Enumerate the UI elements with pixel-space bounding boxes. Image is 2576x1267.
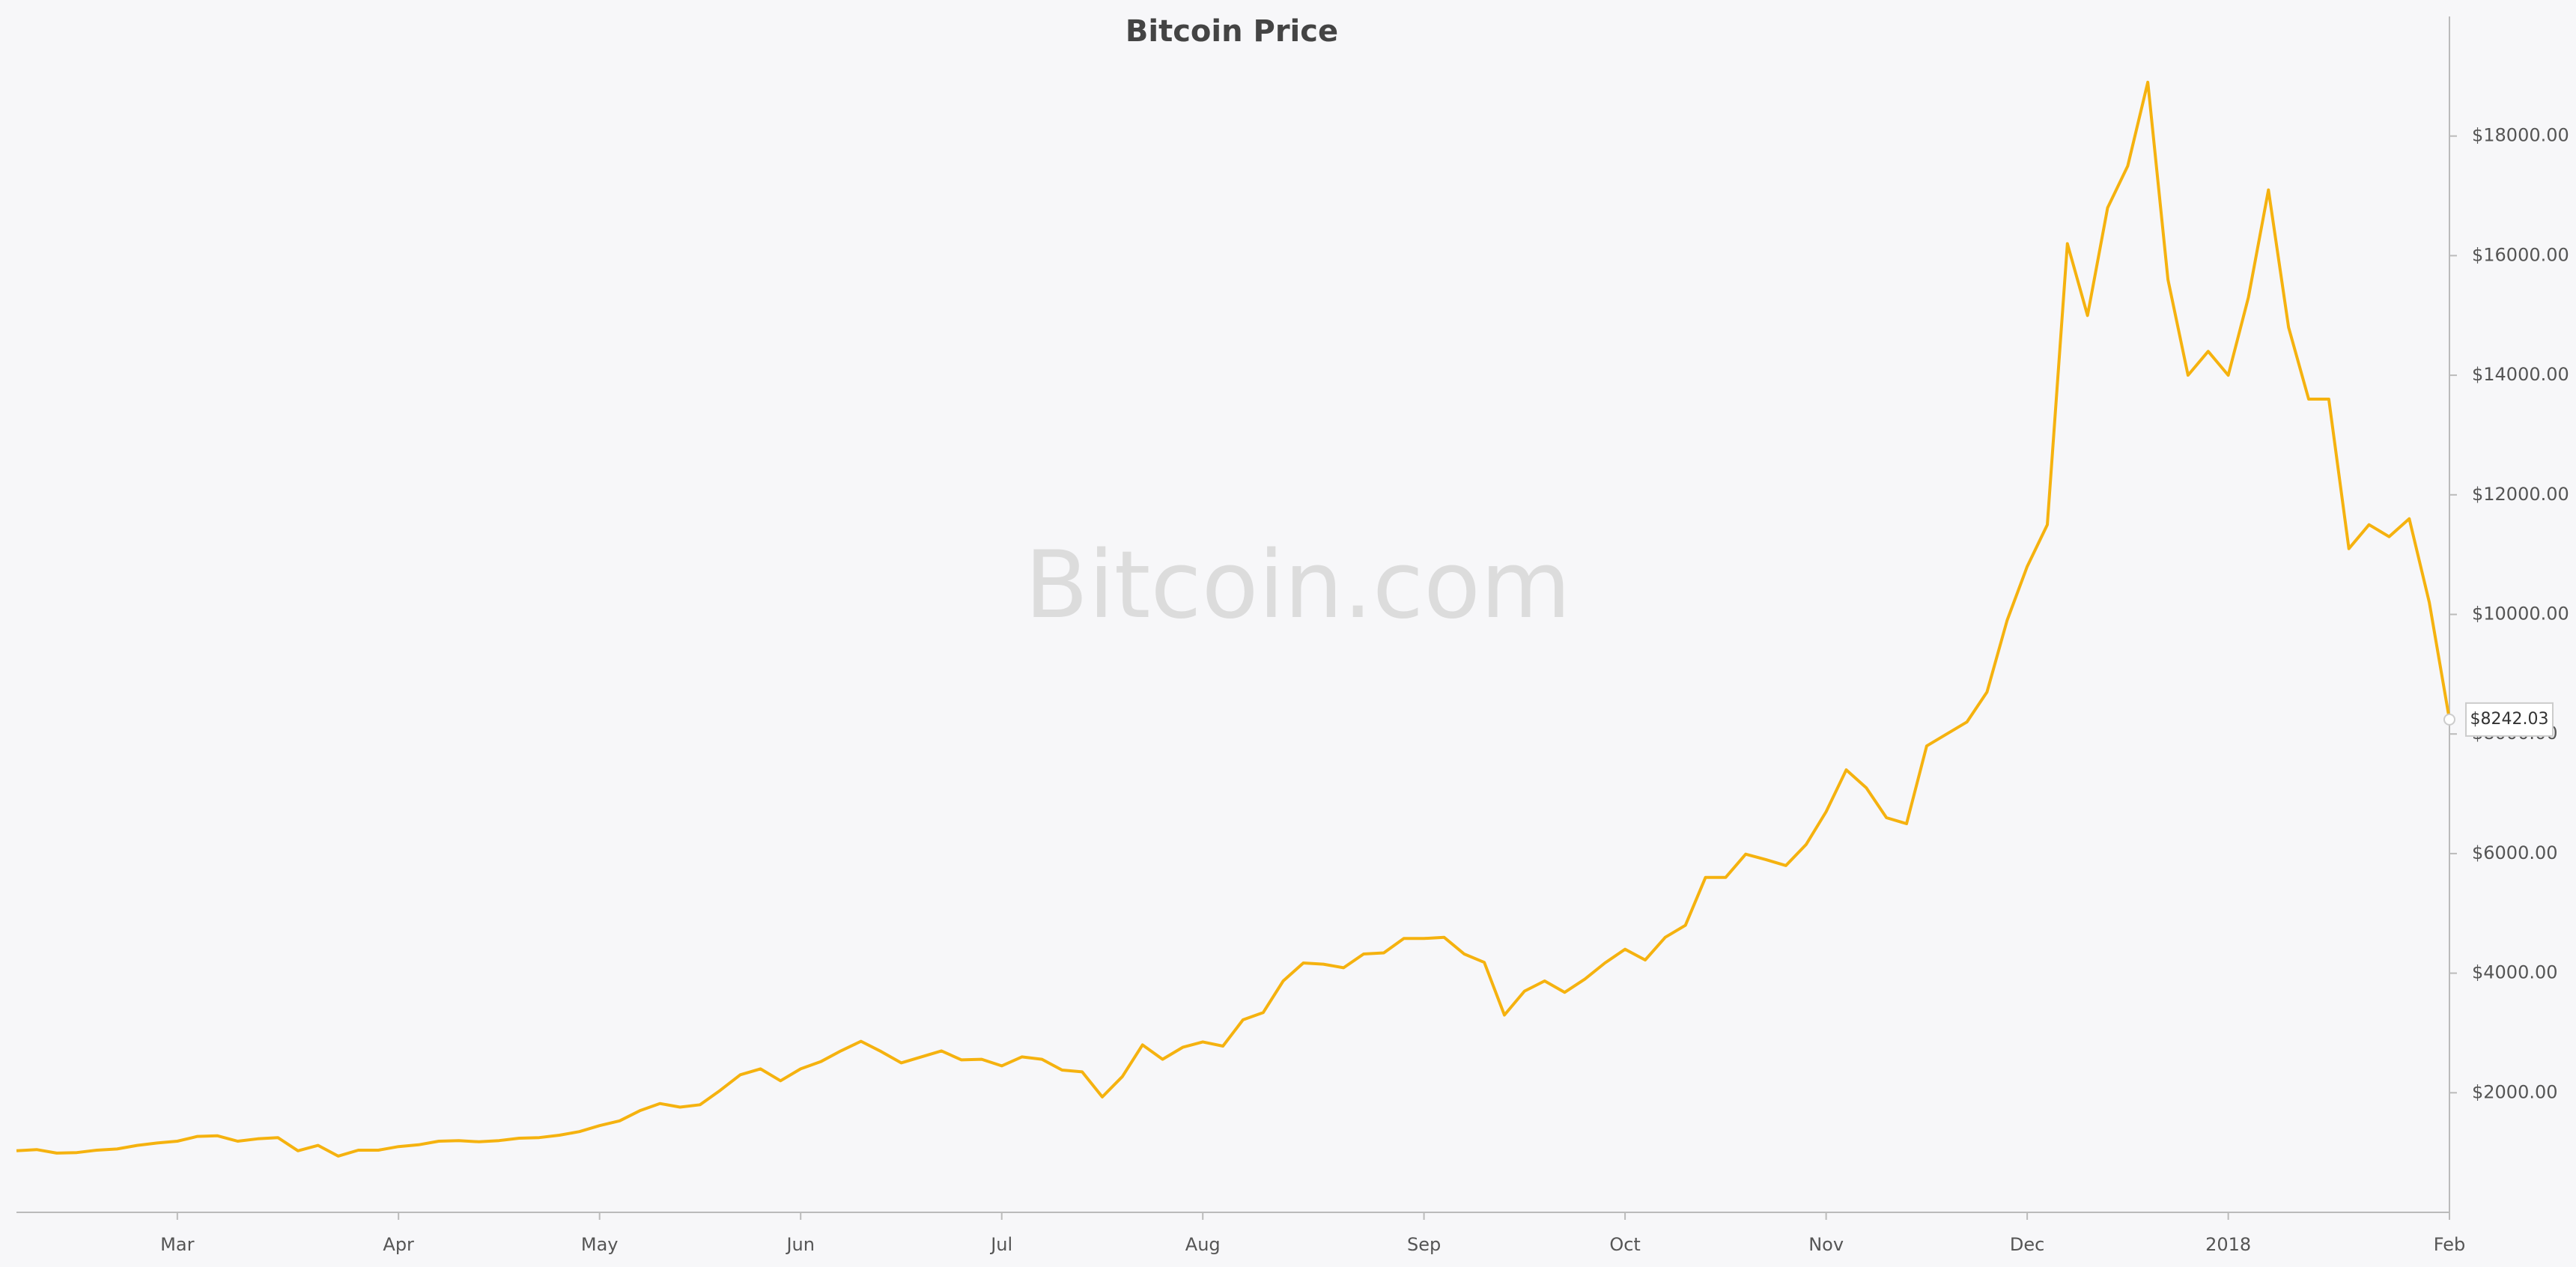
y-tick-label: $14000.00 [2472, 364, 2569, 385]
tooltip-box [2465, 702, 2554, 737]
y-tick-label: $2000.00 [2472, 1081, 2558, 1102]
watermark: Bitcoin.com [1024, 532, 1570, 639]
x-tick-label: Dec [2010, 1234, 2044, 1255]
x-tick-label: Mar [160, 1234, 194, 1255]
x-tick-label: Oct [1609, 1234, 1641, 1255]
y-tick-label: $12000.00 [2472, 484, 2569, 505]
chart-title: Bitcoin Price [1126, 14, 1338, 49]
x-tick-label: Apr [383, 1234, 414, 1255]
last-point [2443, 713, 2455, 726]
x-tick-label: Jul [989, 1234, 1012, 1255]
x-tick-label: Feb [2434, 1234, 2466, 1255]
x-tick-label: Sep [1407, 1234, 1441, 1255]
price-line [16, 80, 2451, 1158]
x-tick-label: 2018 [2205, 1234, 2251, 1255]
tooltip-label: $8242.03 [2470, 710, 2549, 729]
y-tick-label: $6000.00 [2472, 842, 2558, 863]
x-tick-label: Nov [1808, 1234, 1844, 1255]
x-tick-label: May [581, 1234, 619, 1255]
y-tick-label: $10000.00 [2472, 604, 2569, 625]
x-tick-label: Aug [1185, 1234, 1221, 1255]
y-tick-label: $18000.00 [2472, 125, 2569, 146]
y-tick-label: $4000.00 [2472, 962, 2558, 983]
y-tick-label: $16000.00 [2472, 244, 2569, 265]
x-tick-label: Jun [785, 1234, 815, 1255]
